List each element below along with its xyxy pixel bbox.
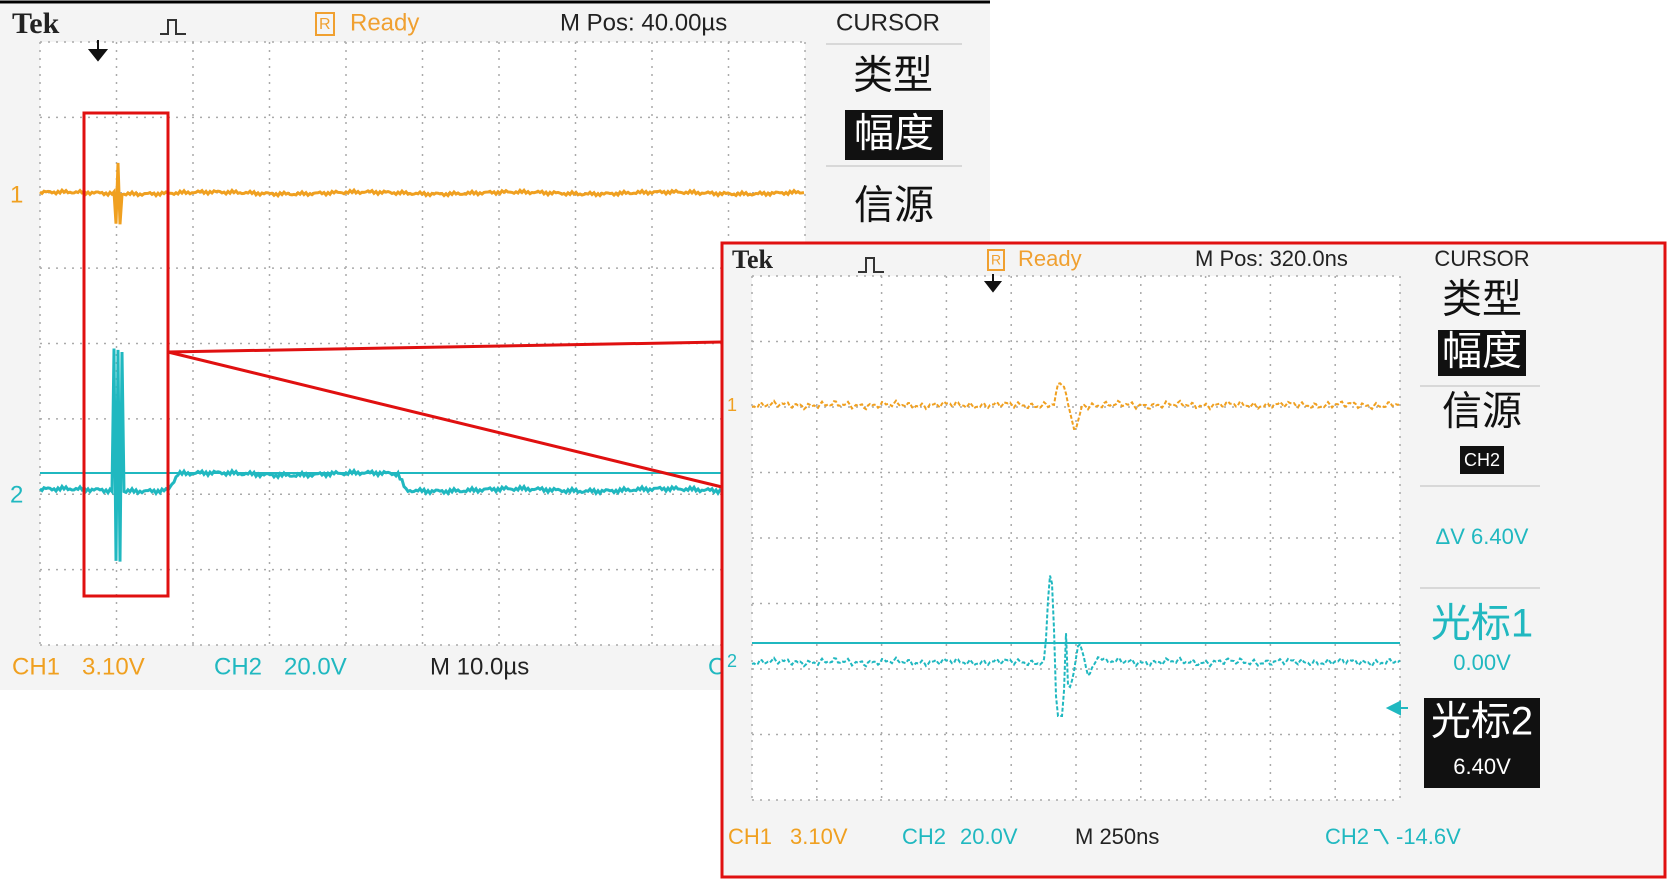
status: Ready [1018,246,1082,271]
menu-source-label: 信源 [854,184,934,228]
ch2-label: CH2 [902,824,946,849]
ch2-scale: 20.0V [960,824,1018,849]
ch1-scale: 3.10V [790,824,848,849]
m-pos: M Pos: 40.00µs [560,9,727,36]
ch2-label: CH2 [214,653,262,680]
menu-type-value: 幅度 [854,112,934,156]
delta-v: ΔV 6.40V [1436,524,1529,549]
figure: Tek R Ready M Pos: 40.00µs CURSOR 类型 幅度 … [0,0,1667,879]
trigger-source: CH2 [1325,824,1369,849]
ch2-scale: 20.0V [284,653,347,680]
time-scale: M 250ns [1075,824,1159,849]
menu-type-label: 类型 [1442,278,1522,322]
menu-source-label: 信源 [1442,390,1522,434]
status-icon: R [319,16,331,33]
time-scale: M 10.0µs [430,653,529,680]
ch1-marker: 1 [727,395,737,415]
menu-type-label: 类型 [853,54,933,98]
menu-title: CURSOR [836,9,940,36]
ch1-marker: 1 [10,181,23,208]
cursor2-label: 光标2 [1431,700,1533,744]
cursor1-label: 光标1 [1431,602,1533,646]
m-pos: M Pos: 320.0ns [1195,246,1348,271]
status-icon: R [991,252,1001,268]
ch2-marker: 2 [727,651,737,671]
menu-type-value: 幅度 [1442,330,1522,374]
ch1-label: CH1 [12,653,60,680]
cursor2-value: 6.40V [1453,754,1511,779]
ch1-label: CH1 [728,824,772,849]
right-scope: Tek R Ready M Pos: 320.0ns CURSOR 类型 幅度 … [722,243,1665,877]
menu-title: CURSOR [1434,246,1529,271]
menu-source-value: CH2 [1464,450,1500,470]
brand: Tek [12,7,60,40]
ch1-scale: 3.10V [82,653,145,680]
trigger-level: -14.6V [1396,824,1461,849]
status: Ready [350,9,419,36]
brand: Tek [732,245,773,274]
cursor1-value: 0.00V [1453,650,1511,675]
ch2-marker: 2 [10,481,23,508]
